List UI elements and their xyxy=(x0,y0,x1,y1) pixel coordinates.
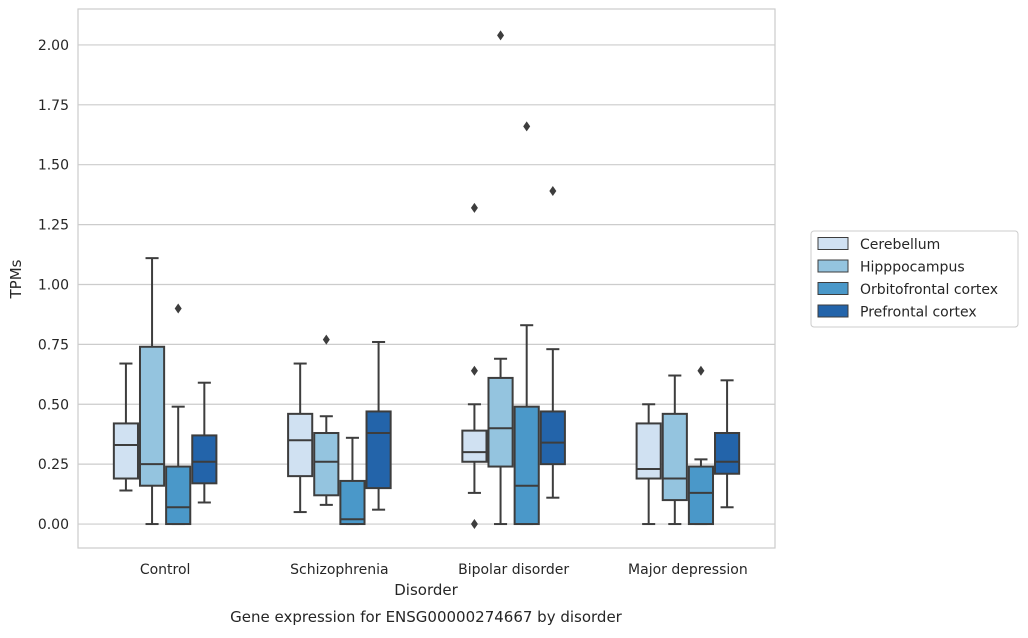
box xyxy=(635,422,662,480)
legend-frame xyxy=(810,230,1019,328)
box xyxy=(513,405,540,526)
outlier-point xyxy=(174,303,182,314)
legend-label: Prefrontal cortex xyxy=(860,305,977,321)
series-cerebellum xyxy=(112,202,662,530)
x-axis-label: Disorder xyxy=(394,581,458,599)
legend: Cerebellum Hipppocampus Orbitofrontal cort… xyxy=(810,230,1019,328)
x-tick-label: Bipolar disorder xyxy=(458,562,569,578)
box-series xyxy=(112,30,741,530)
box xyxy=(191,434,218,485)
y-axis-label: TPMs xyxy=(7,259,25,299)
outlier-point xyxy=(497,30,505,41)
y-tick-label: 1.25 xyxy=(38,218,69,234)
legend-label: Cerebellum xyxy=(860,237,940,253)
outlier-point xyxy=(470,202,478,213)
y-axis-ticks: 0.00 0.25 0.50 0.75 1.00 1.25 1.50 1.75 2.00 xyxy=(38,38,69,533)
box xyxy=(138,345,166,487)
legend-swatch xyxy=(817,237,849,250)
y-tick-label: 0.25 xyxy=(38,457,69,473)
outlier-point xyxy=(470,519,478,530)
box xyxy=(365,410,392,490)
outlier-point xyxy=(697,365,705,376)
x-tick-label: Schizophrenia xyxy=(290,562,388,578)
outlier-point xyxy=(470,365,478,376)
box xyxy=(313,432,340,497)
box xyxy=(487,376,514,468)
legend-swatch xyxy=(817,259,849,273)
plot-frame xyxy=(77,8,776,549)
box xyxy=(539,410,566,466)
y-tick-label: 0.75 xyxy=(38,337,69,353)
box xyxy=(339,479,366,526)
legend-swatch xyxy=(817,304,849,318)
x-axis-ticks: Control Schizophrenia Bipolar disorder Majo… xyxy=(140,562,748,578)
y-tick-label: 1.00 xyxy=(38,277,69,293)
outlier-point xyxy=(549,186,557,197)
y-tick-label: 1.75 xyxy=(38,98,69,114)
series-hipppocampus xyxy=(138,30,688,526)
box xyxy=(287,412,314,478)
x-tick-label: Major depression xyxy=(628,562,748,578)
series-prefrontal-cortex xyxy=(191,186,741,511)
chart-caption: Gene expression for ENSG00000274667 by d… xyxy=(230,608,623,626)
legend-swatch xyxy=(817,282,849,295)
box xyxy=(661,412,688,502)
box xyxy=(112,422,139,480)
legend-label: Orbitofrontal cortex xyxy=(860,282,998,298)
y-tick-label: 0.50 xyxy=(38,397,69,413)
box xyxy=(165,465,192,526)
box xyxy=(714,432,741,475)
box xyxy=(687,465,715,526)
y-tick-label: 0.00 xyxy=(38,517,69,533)
x-tick-label: Control xyxy=(140,562,191,578)
outlier-point xyxy=(322,334,330,345)
y-tick-label: 2.00 xyxy=(38,38,69,54)
outlier-point xyxy=(523,121,531,132)
box xyxy=(461,429,488,463)
series-orbitofrontal-cortex xyxy=(165,121,715,526)
legend-label: Hipppocampus xyxy=(860,260,965,276)
y-tick-label: 1.50 xyxy=(38,158,69,174)
